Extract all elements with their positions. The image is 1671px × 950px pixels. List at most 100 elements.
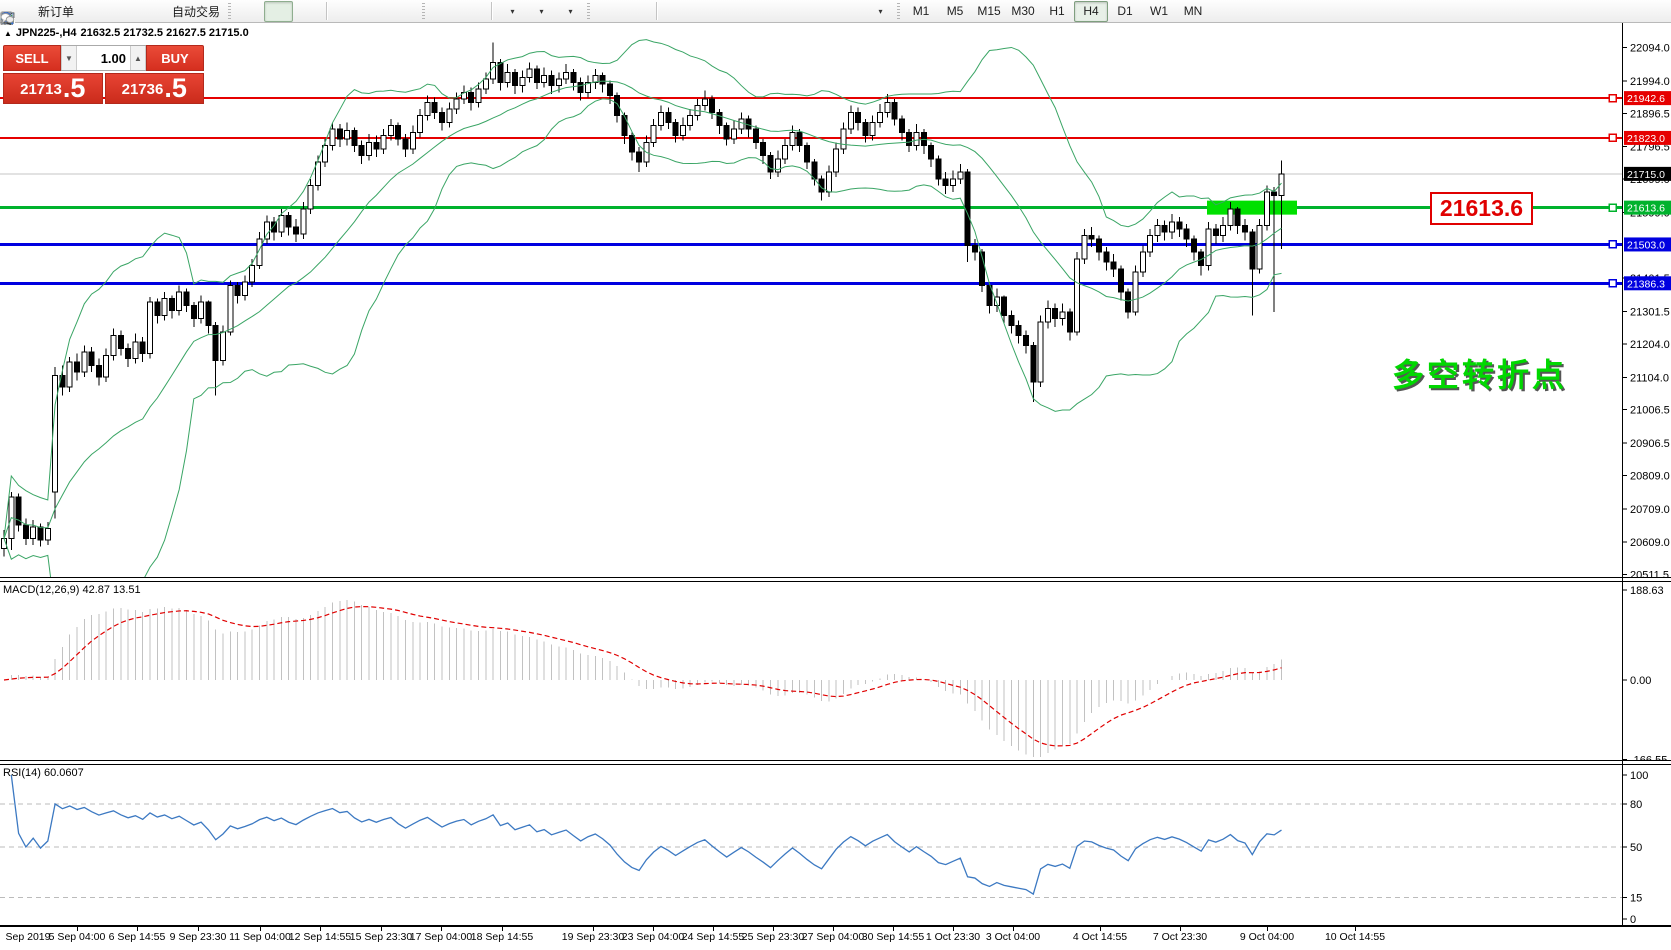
volume-decrease-button[interactable]: ▼ [61, 46, 77, 70]
buy-price[interactable]: 21736 .5 [104, 73, 204, 104]
price-axis-label: 20809.0 [1630, 470, 1670, 482]
turning-point-note: 多空转折点 [1392, 357, 1568, 393]
tf-h1[interactable]: H1 [1040, 1, 1074, 22]
tf-m30[interactable]: M30 [1006, 1, 1040, 22]
price-badge-label: 21715.0 [1627, 169, 1665, 181]
time-axis-label: 15 Sep 23:30 [349, 931, 413, 943]
time-axis-label: 25 Sep 23:30 [741, 931, 805, 943]
zoom-out-button[interactable] [1, 1, 389, 25]
tf-w1[interactable]: W1 [1142, 1, 1176, 22]
horizontal-line-button[interactable] [1, 1, 719, 22]
bar-chart-button[interactable] [2, 1, 264, 24]
price-badge [1624, 200, 1671, 215]
chat-button[interactable] [0, 1, 1669, 25]
time-axis-label: Sep 2019 [5, 931, 51, 943]
time-axis-tick [1013, 927, 1014, 931]
time-axis-tick [260, 927, 261, 931]
fibonacci-button[interactable]: F [1, 1, 806, 26]
price-axis-label: 20511.5 [1630, 570, 1669, 577]
autotrading-button[interactable]: 自动交易 [0, 1, 224, 25]
signals-button[interactable] [1, 1, 165, 24]
level-line-handle[interactable] [1608, 93, 1617, 103]
time-axis-label: 3 Oct 04:00 [985, 931, 1041, 943]
volume-input[interactable]: 1.00 [100, 50, 126, 66]
price-axis-label: 22094.0 [1630, 43, 1670, 55]
tile-windows-button[interactable] [2, 1, 418, 24]
time-axis-label: 9 Sep 23:30 [169, 931, 227, 943]
chevron-down-icon: ▾ [510, 6, 515, 16]
terminal-button[interactable] [1, 1, 136, 24]
horizontal-levels [0, 93, 1622, 288]
time-axis[interactable]: Sep 2019 5 Sep 04:00 6 Sep 14:55 9 Sep 23:3… [0, 927, 1671, 950]
toolbar-grip[interactable] [228, 3, 232, 19]
tf-m15[interactable]: M15 [972, 1, 1006, 22]
price-axis-label: 21104.0 [1630, 372, 1669, 384]
toolbar-grip[interactable] [897, 3, 901, 19]
time-axis-label: 23 Sep 04:00 [621, 931, 685, 943]
time-axis-tick [198, 927, 199, 931]
line-chart-button[interactable] [1, 1, 322, 23]
text-label-button[interactable]: T [1, 1, 864, 26]
chevron-down-icon: ▾ [568, 6, 573, 16]
price-axis-label: 21006.5 [1630, 405, 1670, 417]
periods-button[interactable]: ▾ [1, 1, 554, 24]
cursor-button[interactable] [4, 1, 623, 25]
tf-mn[interactable]: MN [1176, 1, 1210, 22]
volume-increase-button[interactable]: ▲ [130, 46, 146, 70]
rsi-label: RSI(14) 60.0607 [3, 767, 84, 779]
price-badge [1624, 237, 1671, 252]
metaeditor-button[interactable] [1, 1, 107, 24]
time-axis-label: 11 Sep 04:00 [229, 931, 291, 943]
tf-m5[interactable]: M5 [938, 1, 972, 22]
rsi-panel-divider[interactable] [0, 760, 1671, 765]
level-line-handle[interactable] [1608, 133, 1617, 143]
tf-h4[interactable]: H4 [1074, 0, 1109, 22]
price-level-annotation[interactable]: 21613.6 [1430, 192, 1533, 225]
new-order-button[interactable]: 新订单 [1, 1, 78, 25]
time-axis-tick [893, 927, 894, 931]
price-axis-label: 20906.5 [1630, 438, 1670, 450]
toolbar-grip[interactable] [422, 3, 426, 19]
autotrading-button-label: 自动交易 [172, 4, 221, 19]
buy-button[interactable]: BUY [146, 45, 204, 71]
time-axis-tick [441, 927, 442, 931]
rsi-axis-label: 15 [1630, 892, 1642, 904]
arrows-button[interactable]: ▾ [2, 1, 893, 23]
auto-scroll-button[interactable] [2, 1, 458, 23]
level-line-handle[interactable] [1608, 279, 1617, 288]
toolbar-grip[interactable] [587, 3, 591, 19]
time-axis-label: 24 Sep 14:55 [681, 931, 745, 943]
bollinger-lower-band [3, 98, 1282, 577]
level-line-handle[interactable] [1608, 203, 1617, 212]
indicators-button[interactable]: ▾ [1, 1, 525, 25]
equidistant-channel-button[interactable]: E [0, 1, 777, 26]
rsi-axis-label: 80 [1630, 799, 1642, 811]
level-line-handle[interactable] [1608, 240, 1617, 249]
sell-button[interactable]: SELL [3, 45, 61, 71]
time-axis-tick [1267, 927, 1268, 931]
time-axis-tick [833, 927, 834, 931]
zoom-in-button[interactable] [1, 1, 360, 25]
chart-shift-button[interactable] [4, 1, 487, 23]
time-axis-label: 12 Sep 14:55 [288, 931, 352, 943]
templates-button[interactable]: ▾ [1, 1, 583, 24]
tf-d1[interactable]: D1 [1108, 1, 1142, 22]
price-badge-label: 21386.3 [1627, 278, 1665, 290]
vertical-line-button[interactable] [6, 1, 690, 24]
time-axis-tick [77, 927, 78, 931]
crosshair-button[interactable] [1, 1, 652, 24]
search-button[interactable] [1, 1, 1640, 25]
trendline-button[interactable] [1, 1, 748, 24]
tf-m1[interactable]: M1 [904, 1, 938, 22]
chart-title-symbol: JPN225-,H4 [15, 27, 77, 39]
svg-text:E: E [9, 21, 13, 26]
buy-price-main: 21736 [121, 81, 164, 98]
sell-price-frac: .5 [62, 73, 86, 103]
time-axis-label: 19 Sep 23:30 [561, 931, 625, 943]
macd-panel-divider[interactable] [0, 577, 1671, 582]
candlestick-chart-button[interactable] [2, 0, 294, 25]
text-button[interactable]: A [3, 1, 835, 26]
sell-price[interactable]: 21713 .5 [3, 73, 103, 104]
time-axis-tick [713, 927, 714, 931]
